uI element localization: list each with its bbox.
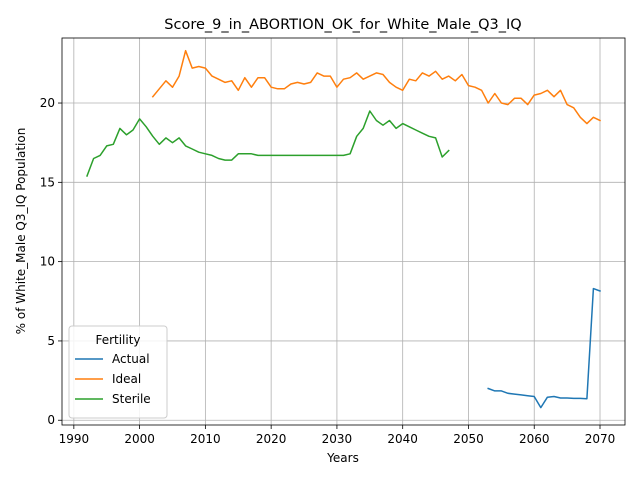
legend-items: Actual Ideal Sterile: [75, 352, 151, 406]
x-tick-label: 2060: [519, 432, 550, 446]
plot-frame: [61, 37, 626, 426]
chart-title: Score_9_in_ABORTION_OK_for_White_Male_Q3…: [164, 17, 521, 33]
x-tick-label: 1990: [59, 432, 90, 446]
y-tick-label: 5: [47, 334, 55, 348]
y-tick-label: 15: [40, 175, 55, 189]
legend-title: Fertility: [95, 333, 140, 347]
x-tick-label: 2030: [322, 432, 353, 446]
x-tick-label: 2000: [124, 432, 155, 446]
y-tick-label: 0: [47, 413, 55, 427]
series-line-actual: [487, 287, 601, 409]
legend-label-ideal: Ideal: [112, 372, 141, 386]
x-axis: 1990 2000 2010 2020 2030 2040 2050 2060 2070: [59, 425, 616, 446]
series-line-sterile: [86, 110, 450, 177]
x-tick-label: 2050: [453, 432, 484, 446]
y-tick-label: 20: [40, 96, 55, 110]
y-axis: 0 5 10 15 20: [40, 96, 62, 427]
series-line-ideal: [151, 49, 602, 125]
grid-lines: [62, 38, 625, 425]
x-tick-label: 2070: [585, 432, 616, 446]
legend: Fertility Actual Ideal Sterile: [68, 325, 168, 419]
x-tick-label: 2010: [190, 432, 221, 446]
legend-label-actual: Actual: [112, 352, 150, 366]
legend-box: [68, 325, 168, 419]
y-tick-label: 10: [40, 255, 55, 269]
y-axis-label: % of White_Male Q3_IQ Population: [14, 128, 28, 335]
legend-label-sterile: Sterile: [112, 392, 151, 406]
x-axis-label: Years: [326, 451, 359, 465]
series-lines: [86, 49, 602, 409]
x-tick-label: 2040: [387, 432, 418, 446]
x-tick-label: 2020: [256, 432, 287, 446]
